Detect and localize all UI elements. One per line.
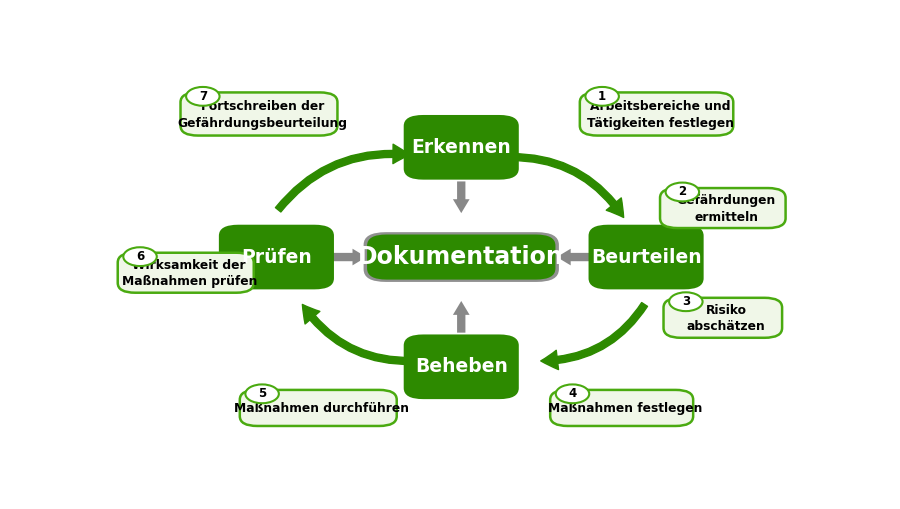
FancyArrowPatch shape bbox=[511, 154, 624, 217]
Circle shape bbox=[123, 247, 157, 266]
Text: 3: 3 bbox=[682, 295, 690, 308]
Circle shape bbox=[246, 384, 279, 403]
FancyBboxPatch shape bbox=[118, 253, 254, 293]
Text: Dokumentation: Dokumentation bbox=[358, 245, 564, 269]
Text: Fortschreiben der
Gefährdungsbeurteilung: Fortschreiben der Gefährdungsbeurteilung bbox=[177, 100, 347, 129]
Text: Maßnahmen festlegen: Maßnahmen festlegen bbox=[548, 402, 702, 415]
FancyBboxPatch shape bbox=[404, 115, 518, 180]
FancyBboxPatch shape bbox=[663, 298, 782, 338]
Text: Gefährdungen
ermitteln: Gefährdungen ermitteln bbox=[677, 194, 776, 223]
FancyBboxPatch shape bbox=[181, 93, 338, 135]
Text: 6: 6 bbox=[136, 250, 144, 263]
Text: Risiko
abschätzen: Risiko abschätzen bbox=[687, 304, 766, 333]
Text: Maßnahmen durchführen: Maßnahmen durchführen bbox=[234, 402, 410, 415]
Text: 5: 5 bbox=[258, 387, 266, 401]
FancyBboxPatch shape bbox=[364, 232, 559, 282]
Circle shape bbox=[585, 87, 619, 106]
Text: 4: 4 bbox=[569, 387, 577, 401]
FancyBboxPatch shape bbox=[660, 188, 786, 228]
Text: Arbeitsbereiche und
Tätigkeiten festlegen: Arbeitsbereiche und Tätigkeiten festlege… bbox=[587, 100, 734, 129]
Text: 7: 7 bbox=[199, 90, 207, 103]
Text: 1: 1 bbox=[598, 90, 607, 103]
Text: Erkennen: Erkennen bbox=[411, 138, 511, 157]
Text: Prüfen: Prüfen bbox=[241, 247, 311, 267]
Text: 2: 2 bbox=[679, 185, 687, 199]
Circle shape bbox=[556, 384, 590, 403]
FancyBboxPatch shape bbox=[589, 224, 704, 290]
Text: Beurteilen: Beurteilen bbox=[590, 247, 701, 267]
FancyBboxPatch shape bbox=[367, 235, 555, 279]
FancyArrowPatch shape bbox=[541, 302, 647, 370]
FancyBboxPatch shape bbox=[550, 390, 693, 426]
Circle shape bbox=[186, 87, 220, 106]
Circle shape bbox=[669, 292, 703, 311]
Text: Wirksamkeit der
Maßnahmen prüfen: Wirksamkeit der Maßnahmen prüfen bbox=[122, 259, 256, 288]
Text: Beheben: Beheben bbox=[415, 357, 508, 376]
FancyBboxPatch shape bbox=[219, 224, 334, 290]
FancyArrowPatch shape bbox=[302, 304, 412, 364]
FancyBboxPatch shape bbox=[239, 390, 397, 426]
FancyBboxPatch shape bbox=[404, 334, 518, 399]
Circle shape bbox=[666, 183, 699, 202]
FancyArrowPatch shape bbox=[275, 144, 410, 212]
FancyBboxPatch shape bbox=[580, 93, 734, 135]
